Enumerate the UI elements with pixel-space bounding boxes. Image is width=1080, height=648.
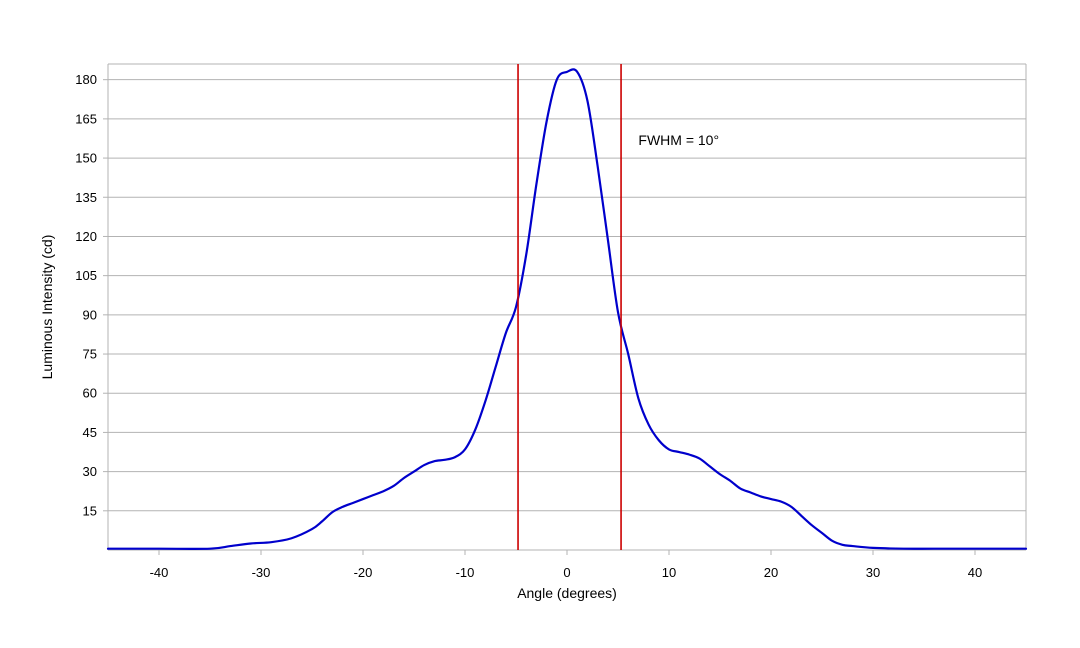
- x-tick-label: -10: [456, 565, 475, 580]
- x-tick-label: -40: [150, 565, 169, 580]
- y-tick-label: 135: [75, 190, 97, 205]
- y-tick-label: 75: [83, 347, 97, 362]
- y-tick-label: 15: [83, 503, 97, 518]
- x-tick-labels: -40 -30 -20 -10 0 10 20 30 40: [150, 550, 982, 580]
- x-axis-title: Angle (degrees): [517, 585, 617, 601]
- y-tick-label: 90: [83, 307, 97, 322]
- x-tick-label: 20: [764, 565, 778, 580]
- y-tick-label: 45: [83, 425, 97, 440]
- series-layer: [106, 68, 1028, 550]
- x-tick-label: 40: [968, 565, 982, 580]
- y-tick-label: 165: [75, 111, 97, 126]
- y-tick-labels: 15 30 45 60 75 90 105 120 135 150 165 180: [75, 72, 108, 518]
- annotations: FWHM = 10°: [638, 132, 719, 148]
- y-tick-label: 60: [83, 386, 97, 401]
- y-tick-label: 150: [75, 151, 97, 166]
- x-tick-label: -20: [354, 565, 373, 580]
- fwhm-lines: [517, 64, 622, 550]
- grid-layer: [108, 79, 1026, 512]
- x-tick-label: 0: [563, 565, 570, 580]
- fwhm-annotation: FWHM = 10°: [638, 132, 719, 148]
- plot-frame: [107, 63, 1027, 551]
- intensity-curve: [106, 68, 1028, 550]
- y-tick-label: 180: [75, 72, 97, 87]
- x-tick-label: -30: [252, 565, 271, 580]
- y-axis-title: Luminous Intensity (cd): [39, 235, 55, 380]
- y-tick-label: 105: [75, 268, 97, 283]
- x-tick-label: 10: [662, 565, 676, 580]
- x-tick-label: 30: [866, 565, 880, 580]
- y-tick-label: 120: [75, 229, 97, 244]
- y-tick-label: 30: [83, 464, 97, 479]
